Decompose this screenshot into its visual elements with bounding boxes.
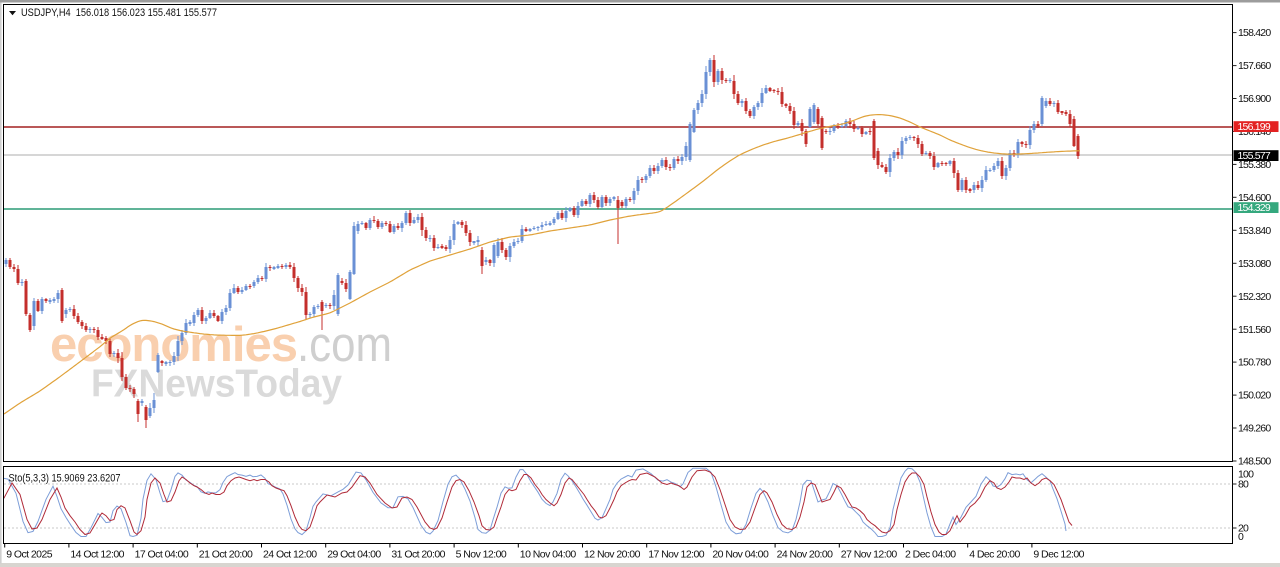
svg-text:80: 80	[1238, 479, 1249, 491]
svg-text:12 Nov 20:00: 12 Nov 20:00	[584, 549, 641, 561]
svg-text:156.199: 156.199	[1238, 121, 1271, 133]
svg-text:2 Dec 04:00: 2 Dec 04:00	[905, 549, 956, 561]
svg-text:24 Oct 12:00: 24 Oct 12:00	[263, 549, 317, 561]
svg-text:24 Nov 20:00: 24 Nov 20:00	[777, 549, 834, 561]
svg-text:FXNewsToday: FXNewsToday	[91, 363, 342, 406]
svg-text:5 Nov 12:00: 5 Nov 12:00	[456, 549, 507, 561]
svg-text:153.840: 153.840	[1238, 225, 1271, 237]
svg-text:USDJPY,H4 156.018 156.023 155: USDJPY,H4 156.018 156.023 155.481 155.57…	[21, 7, 217, 19]
svg-text:4 Dec 20:00: 4 Dec 20:00	[969, 549, 1020, 561]
svg-text:29 Oct 04:00: 29 Oct 04:00	[327, 549, 381, 561]
svg-text:148.500: 148.500	[1238, 456, 1271, 468]
svg-text:153.080: 153.080	[1238, 258, 1271, 270]
svg-text:156.900: 156.900	[1238, 93, 1271, 105]
svg-text:158.420: 158.420	[1238, 27, 1271, 39]
svg-text:152.320: 152.320	[1238, 291, 1271, 303]
svg-text:151.560: 151.560	[1238, 324, 1271, 336]
svg-text:20: 20	[1238, 523, 1249, 535]
svg-text:14 Oct 12:00: 14 Oct 12:00	[70, 549, 124, 561]
svg-text:21 Oct 20:00: 21 Oct 20:00	[199, 549, 253, 561]
svg-text:155.577: 155.577	[1238, 150, 1271, 162]
svg-text:9 Oct 2025: 9 Oct 2025	[6, 549, 53, 561]
svg-text:0: 0	[1238, 531, 1244, 543]
svg-text:17 Oct 04:00: 17 Oct 04:00	[135, 549, 189, 561]
svg-text:10 Nov 04:00: 10 Nov 04:00	[520, 549, 577, 561]
svg-text:17 Nov 12:00: 17 Nov 12:00	[648, 549, 705, 561]
svg-text:155.380: 155.380	[1238, 159, 1271, 171]
svg-text:154.329: 154.329	[1238, 202, 1271, 214]
svg-text:150.020: 150.020	[1238, 390, 1271, 402]
svg-text:20 Nov 04:00: 20 Nov 04:00	[712, 549, 769, 561]
svg-text:149.260: 149.260	[1238, 423, 1271, 435]
svg-text:157.660: 157.660	[1238, 60, 1271, 72]
svg-text:31 Oct 20:00: 31 Oct 20:00	[391, 549, 445, 561]
svg-text:154.600: 154.600	[1238, 192, 1271, 204]
svg-text:9 Dec 12:00: 9 Dec 12:00	[1033, 549, 1084, 561]
svg-text:Sto(5,3,3) 15.9069 23.6207: Sto(5,3,3) 15.9069 23.6207	[9, 473, 121, 485]
svg-text:.com: .com	[297, 318, 392, 372]
svg-text:100: 100	[1238, 469, 1254, 481]
svg-text:150.780: 150.780	[1238, 357, 1271, 369]
svg-text:27 Nov 12:00: 27 Nov 12:00	[841, 549, 898, 561]
